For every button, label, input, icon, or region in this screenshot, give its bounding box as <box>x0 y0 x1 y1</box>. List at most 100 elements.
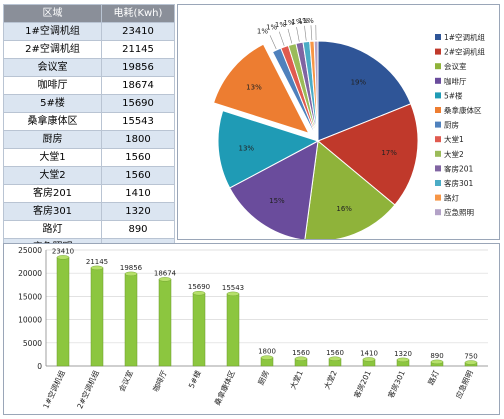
table-row: 桑拿康体区 15543 <box>3 112 175 131</box>
pie-slice <box>212 43 310 135</box>
cell-area: 大堂2 <box>3 166 102 185</box>
cell-energy: 15690 <box>101 94 175 113</box>
cell-energy: 19856 <box>101 58 175 77</box>
cell-energy: 1320 <box>101 202 175 221</box>
bar-data-label: 1800 <box>258 348 276 356</box>
bar-top <box>124 271 138 277</box>
pie-chart-panel: 19% 17% 16% 15% 13% 13% 1% 1% 1% 1% 1% 1% 1% 1#空调机组 2#… <box>177 4 500 242</box>
cell-energy: 23410 <box>101 22 175 41</box>
pie-data-label: 19% <box>351 78 367 86</box>
cell-energy: 1560 <box>101 166 175 185</box>
legend-label: 会议室 <box>444 61 467 71</box>
legend-label: 1#空调机组 <box>444 32 486 42</box>
cell-area: 5#楼 <box>3 94 102 113</box>
y-tick-label: 5000 <box>23 339 42 348</box>
bar-data-label: 1320 <box>394 350 412 358</box>
pie-data-label: 15% <box>269 197 285 205</box>
legend-swatch <box>435 209 441 216</box>
legend-swatch <box>435 63 441 70</box>
legend-swatch <box>435 194 441 201</box>
cell-energy: 1410 <box>101 184 175 203</box>
bar-top <box>362 357 376 362</box>
x-tick-label: 2#空调机组 <box>74 368 101 410</box>
bar-data-label: 1560 <box>292 349 310 357</box>
bar <box>124 273 138 367</box>
pie-data-label: 16% <box>336 205 352 213</box>
cell-energy: 21145 <box>101 40 175 59</box>
table-row: 大堂2 1560 <box>3 166 175 185</box>
table-row: 1#空调机组 23410 <box>3 22 175 41</box>
legend-swatch <box>435 165 441 172</box>
legend-label: 大堂1 <box>444 134 464 144</box>
bar-data-label: 890 <box>430 352 443 360</box>
bar-top <box>430 359 444 365</box>
legend-label: 厨房 <box>444 120 459 130</box>
cell-energy: 1560 <box>101 148 175 167</box>
pie-data-label: 13% <box>246 84 262 92</box>
table-row: 2#空调机组 21145 <box>3 40 175 59</box>
bar-top <box>464 360 478 365</box>
pie-data-label: 1% <box>283 19 294 27</box>
bar-chart: 0 5000 10000 15000 20000 25000 23410 1#空调机组 2114… <box>18 246 488 410</box>
bar-top <box>260 355 274 360</box>
bar-data-label: 19856 <box>120 264 143 272</box>
cell-energy: 18674 <box>101 76 175 95</box>
x-tick-label: 咖啡厅 <box>150 368 169 393</box>
bar-data-label: 1410 <box>360 349 378 357</box>
legend-label: 2#空调机组 <box>444 47 486 57</box>
bar-chart-panel: 0 5000 10000 15000 20000 25000 23410 1#空调机组 2114… <box>3 243 500 415</box>
bar-top <box>226 291 240 297</box>
legend-label: 客房201 <box>444 163 474 173</box>
x-tick-label: 桑拿康体区 <box>212 368 237 407</box>
bar-data-label: 23410 <box>52 247 74 255</box>
cell-area: 桑拿康体区 <box>3 112 102 131</box>
pie-data-label: 1% <box>303 17 314 25</box>
x-tick-label: 路灯 <box>425 368 441 386</box>
cell-area: 大堂1 <box>3 148 102 167</box>
legend-label: 客房301 <box>444 178 474 188</box>
bar-data-label: 1560 <box>326 349 344 357</box>
bar <box>158 279 172 367</box>
y-tick-label: 10000 <box>18 316 42 325</box>
bar-top <box>294 356 308 361</box>
table-header-row: 区域 电耗(Kwh) <box>3 4 175 23</box>
pie-slice <box>317 40 412 142</box>
bar-data-label: 15690 <box>188 283 210 291</box>
cell-area: 客房301 <box>3 202 102 221</box>
pie-data-label: 1% <box>257 27 268 35</box>
x-tick-label: 客房201 <box>351 368 373 399</box>
x-tick-label: 应急照明 <box>453 369 475 400</box>
cell-area: 1#空调机组 <box>3 22 102 41</box>
cell-area: 客房201 <box>3 184 102 203</box>
cell-area: 厨房 <box>3 130 102 149</box>
legend-swatch <box>435 180 441 186</box>
cell-energy: 1800 <box>101 130 175 149</box>
legend-label: 桑拿康体区 <box>444 105 482 115</box>
legend-swatch <box>435 77 441 84</box>
x-tick-label: 厨房 <box>255 369 270 387</box>
bar <box>56 257 70 367</box>
legend-label: 应急照明 <box>444 207 474 217</box>
legend-swatch <box>435 121 441 128</box>
legend-swatch <box>435 107 441 113</box>
y-tick-label: 0 <box>37 362 42 371</box>
x-tick-label: 会议室 <box>116 368 135 393</box>
energy-table: 区域 电耗(Kwh) 1#空调机组 23410 2#空调机组 21145 会议室 19… <box>3 4 175 257</box>
bar <box>192 292 206 367</box>
bar-top <box>158 277 172 282</box>
pie-slice <box>313 40 319 142</box>
legend-swatch <box>435 150 441 157</box>
pie-data-label: 1% <box>275 21 286 29</box>
table-row: 客房301 1320 <box>3 202 175 221</box>
x-tick-label: 1#空调机组 <box>40 368 67 410</box>
y-tick-label: 25000 <box>18 246 42 255</box>
pie-data-label: 17% <box>381 149 397 157</box>
bar-data-label: 15543 <box>222 284 244 292</box>
energy-table-panel: 区域 电耗(Kwh) 1#空调机组 23410 2#空调机组 21145 会议室 19… <box>3 4 175 257</box>
x-tick-label: 客房301 <box>385 368 407 399</box>
bar-top <box>90 265 104 271</box>
pie-leader-line <box>287 28 293 44</box>
pie-slice <box>217 110 320 189</box>
legend-swatch <box>435 34 441 40</box>
cell-energy: 15543 <box>101 112 175 131</box>
